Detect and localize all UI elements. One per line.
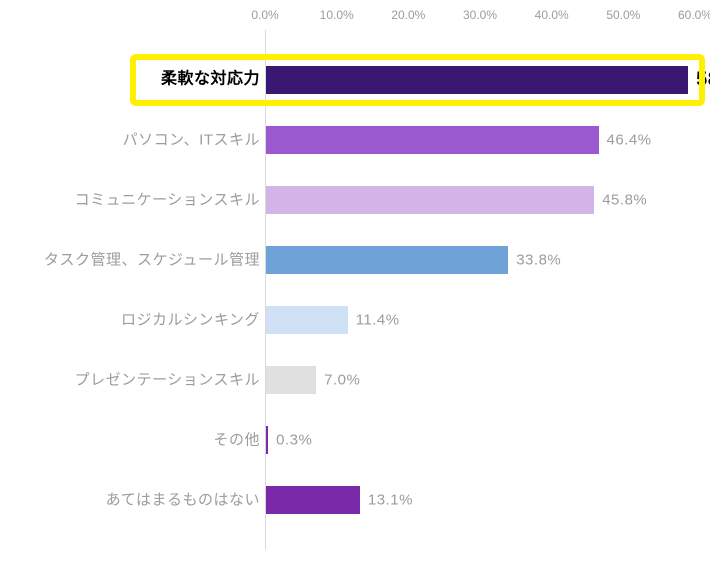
x-tick-label: 20.0% — [391, 8, 425, 22]
chart-row: あてはまるものはない 13.1% — [0, 470, 710, 530]
category-label: 柔軟な対応力 — [0, 70, 260, 91]
bar — [266, 306, 348, 334]
bar — [266, 426, 268, 454]
value-label: 7.0% — [324, 372, 360, 389]
x-tick-label: 50.0% — [606, 8, 640, 22]
x-tick-label: 30.0% — [463, 8, 497, 22]
value-label: 13.1% — [368, 492, 413, 509]
horizontal-bar-chart: 0.0% 10.0% 20.0% 30.0% 40.0% 50.0% 60.0% 柔軟な対応… — [0, 0, 710, 566]
chart-row: 柔軟な対応力 58.9% — [0, 50, 710, 110]
chart-row: タスク管理、スケジュール管理 33.8% — [0, 230, 710, 290]
value-label: 46.4% — [607, 132, 652, 149]
category-label: ロジカルシンキング — [0, 310, 260, 330]
chart-row: プレゼンテーションスキル 7.0% — [0, 350, 710, 410]
bar — [266, 186, 594, 214]
category-label: プレゼンテーションスキル — [0, 370, 260, 390]
x-tick-label: 10.0% — [320, 8, 354, 22]
chart-row: パソコン、ITスキル 46.4% — [0, 110, 710, 170]
value-label: 0.3% — [276, 432, 312, 449]
bar — [266, 246, 508, 274]
x-tick-label: 0.0% — [251, 8, 278, 22]
value-label: 33.8% — [516, 252, 561, 269]
bar — [266, 366, 316, 394]
bar — [266, 66, 688, 94]
bar — [266, 486, 360, 514]
category-label: コミュニケーションスキル — [0, 190, 260, 210]
chart-row: その他 0.3% — [0, 410, 710, 470]
category-label: パソコン、ITスキル — [0, 130, 260, 150]
value-label: 11.4% — [356, 312, 400, 329]
chart-row: ロジカルシンキング 11.4% — [0, 290, 710, 350]
value-label: 45.8% — [602, 192, 647, 209]
chart-row: コミュニケーションスキル 45.8% — [0, 170, 710, 230]
category-label: その他 — [0, 430, 260, 450]
value-label: 58.9% — [696, 69, 710, 92]
category-label: あてはまるものはない — [0, 490, 260, 510]
bar — [266, 126, 599, 154]
x-tick-label: 60.0% — [678, 8, 710, 22]
x-tick-label: 40.0% — [535, 8, 569, 22]
category-label: タスク管理、スケジュール管理 — [0, 250, 260, 270]
